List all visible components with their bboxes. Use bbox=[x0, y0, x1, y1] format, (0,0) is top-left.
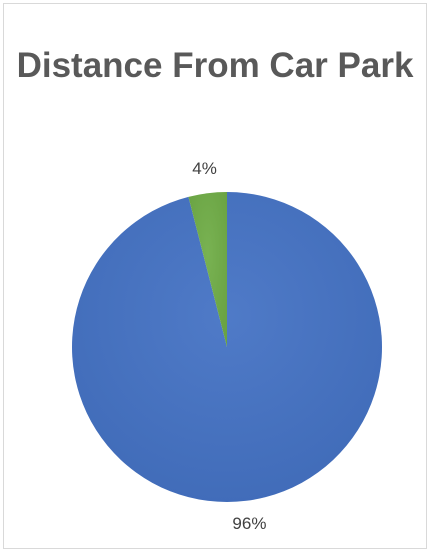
data-label-0: 96% bbox=[232, 514, 266, 533]
data-label-1: 4% bbox=[192, 159, 217, 178]
chart-title: Distance From Car Park bbox=[16, 46, 414, 85]
data-labels: 96% 4% bbox=[192, 159, 266, 533]
pie-slices bbox=[71, 192, 382, 503]
pie-slice-shade-0 bbox=[71, 192, 382, 503]
pie-slice-shade-1 bbox=[188, 192, 227, 347]
